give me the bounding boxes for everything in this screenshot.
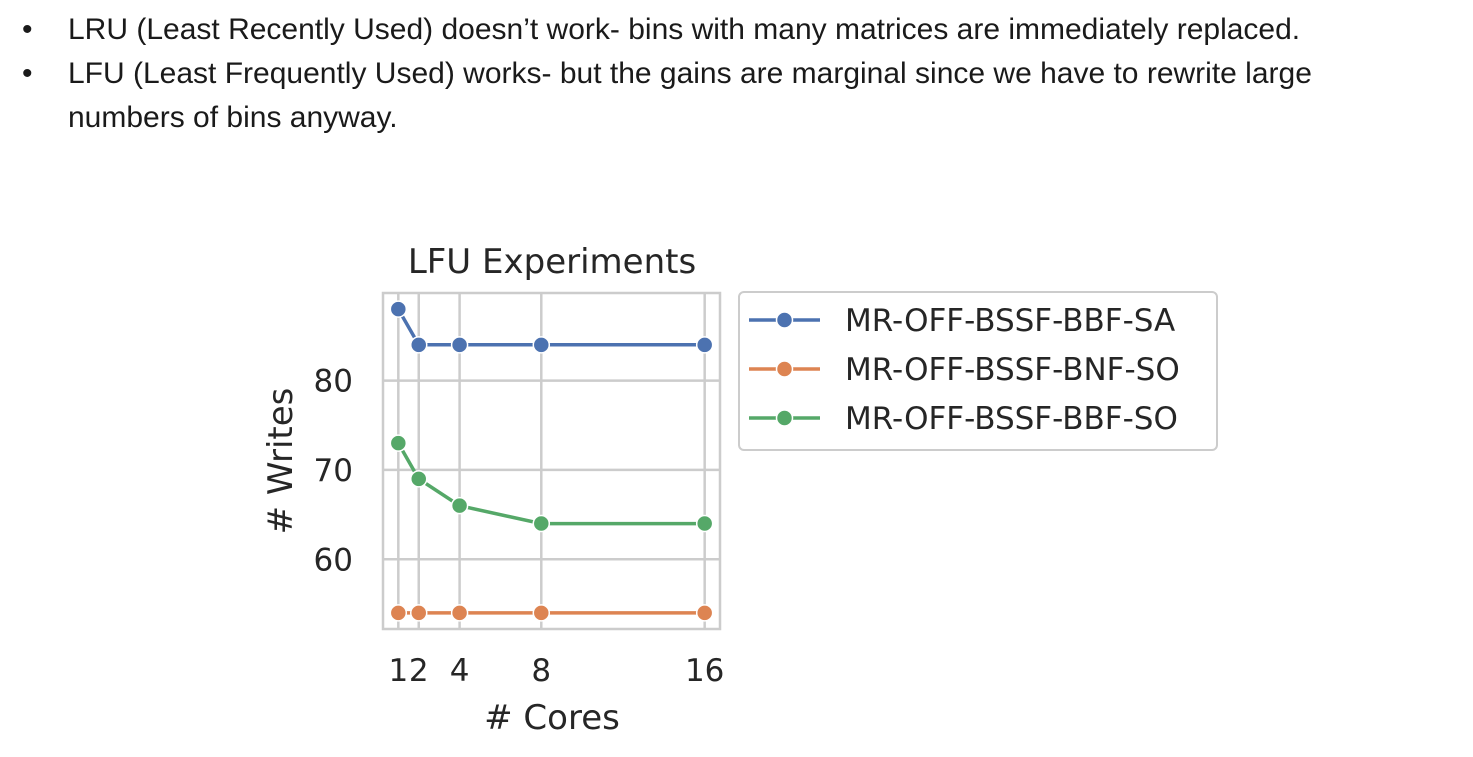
data-point [450, 604, 469, 622]
x-tick-label: 8 [531, 653, 551, 689]
legend-swatch-marker [775, 360, 794, 378]
data-point [409, 470, 428, 488]
data-point [450, 496, 469, 515]
bullet-item: • LFU (Least Frequently Used) works- but… [0, 52, 1398, 140]
bullet-text: LFU (Least Frequently Used) works- but t… [68, 57, 1312, 134]
x-tick-label: 4 [450, 653, 470, 689]
bullet-marker: • [22, 57, 33, 90]
data-point [695, 514, 714, 533]
y-tick-label: 80 [314, 364, 353, 400]
x-tick-label: 16 [685, 653, 724, 689]
legend-label: MR-OFF-BSSF-BBF-SO [845, 401, 1178, 437]
x-tick-label: 1 [388, 653, 408, 689]
data-point [532, 514, 551, 533]
data-point [532, 604, 551, 622]
chart-title: LFU Experiments [408, 242, 696, 282]
bullet-list: • LRU (Least Recently Used) doesn’t work… [0, 8, 1473, 140]
legend-box [738, 291, 1218, 451]
data-point [409, 604, 428, 622]
legend-swatch-marker [775, 311, 794, 329]
data-point [532, 336, 551, 354]
plot-frame [381, 291, 722, 631]
data-point [389, 300, 408, 318]
bullet-text: LRU (Least Recently Used) doesn’t work- … [68, 13, 1301, 46]
bullet-item: • LRU (Least Recently Used) doesn’t work… [0, 8, 1398, 52]
data-point [409, 336, 428, 354]
y-tick-label: 70 [314, 453, 353, 489]
series-line [396, 442, 705, 526]
y-axis-label: # Writes [261, 388, 301, 535]
data-point [389, 604, 408, 622]
legend-swatch-marker [775, 409, 794, 427]
series-layer [389, 300, 714, 622]
x-axis-label: # Cores [484, 698, 620, 738]
data-point [389, 434, 408, 452]
tick-labels: 1 2 4 8 16 60 70 80 [314, 364, 725, 689]
legend-label: MR-OFF-BSSF-BBF-SA [845, 303, 1175, 339]
data-point [695, 604, 714, 622]
data-point [450, 336, 469, 354]
y-tick-label: 60 [314, 542, 353, 578]
legend-label: MR-OFF-BSSF-BNF-SO [845, 352, 1180, 388]
x-tick-label: 2 [409, 653, 429, 689]
data-point [695, 336, 714, 354]
bullet-marker: • [22, 13, 33, 46]
series-line [396, 308, 705, 347]
legend: MR-OFF-BSSF-BBF-SA MR-OFF-BSSF-BNF-SO MR-O… [738, 291, 1218, 451]
